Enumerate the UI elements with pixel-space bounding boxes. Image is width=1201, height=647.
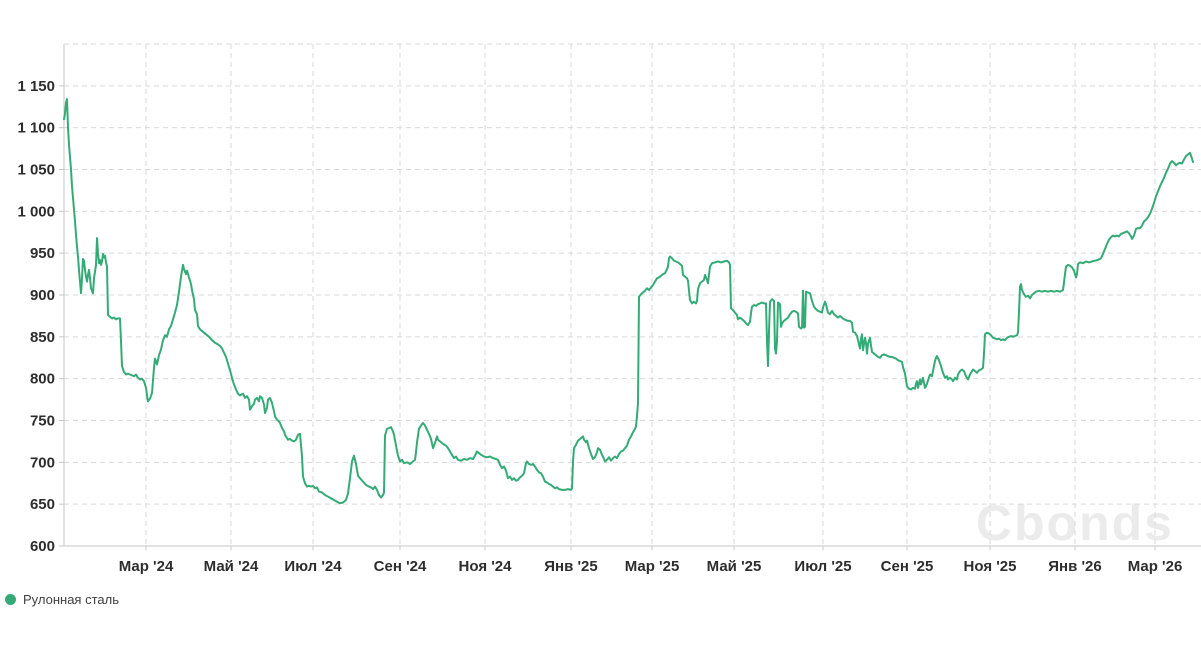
legend: Рулонная сталь (5, 591, 119, 608)
y-axis-tick-label: 1 050 (17, 162, 55, 179)
y-axis-tick-label: 900 (30, 287, 55, 304)
y-axis-tick-label: 850 (30, 329, 55, 346)
x-axis-tick-label: Янв '25 (544, 558, 597, 575)
x-axis-tick-label: Июл '24 (284, 558, 342, 575)
x-axis-tick-label: Сен '24 (374, 558, 427, 575)
y-axis-tick-label: 1 150 (17, 78, 55, 95)
x-axis-tick-label: Май '25 (707, 558, 762, 575)
y-axis-tick-label: 800 (30, 371, 55, 388)
axis-labels: 600 650 700 750 800 850 900 950 1 000 1 050 1 100 1… (17, 78, 1182, 575)
x-axis-tick-label: Ноя '24 (459, 558, 513, 575)
series-line (63, 98, 1194, 505)
x-axis-tick-label: Мар '26 (1128, 558, 1183, 575)
x-axis-tick-label: Мар '25 (625, 558, 680, 575)
gridlines (64, 43, 1201, 546)
legend-item-rolled-steel[interactable]: Рулонная сталь (5, 591, 119, 608)
legend-series-label: Рулонная сталь (23, 592, 119, 607)
legend-marker-icon (5, 594, 16, 605)
y-axis-tick-label: 1 100 (17, 120, 55, 137)
axes (59, 44, 1201, 550)
y-axis-tick-label: 650 (30, 496, 55, 513)
x-axis-tick-label: Сен '25 (881, 558, 934, 575)
y-axis-tick-label: 750 (30, 413, 55, 430)
x-axis-tick-label: Мар '24 (119, 558, 174, 575)
y-axis-tick-label: 600 (30, 538, 55, 555)
y-axis-tick-label: 700 (30, 454, 55, 471)
data-series (63, 98, 1194, 505)
x-axis-tick-label: Июл '25 (794, 558, 851, 575)
x-axis-tick-label: Май '24 (204, 558, 259, 575)
y-axis-tick-label: 950 (30, 245, 55, 262)
y-axis-tick-label: 1 000 (17, 203, 55, 220)
x-axis-tick-label: Ноя '25 (964, 558, 1017, 575)
x-axis-tick-label: Янв '26 (1048, 558, 1101, 575)
